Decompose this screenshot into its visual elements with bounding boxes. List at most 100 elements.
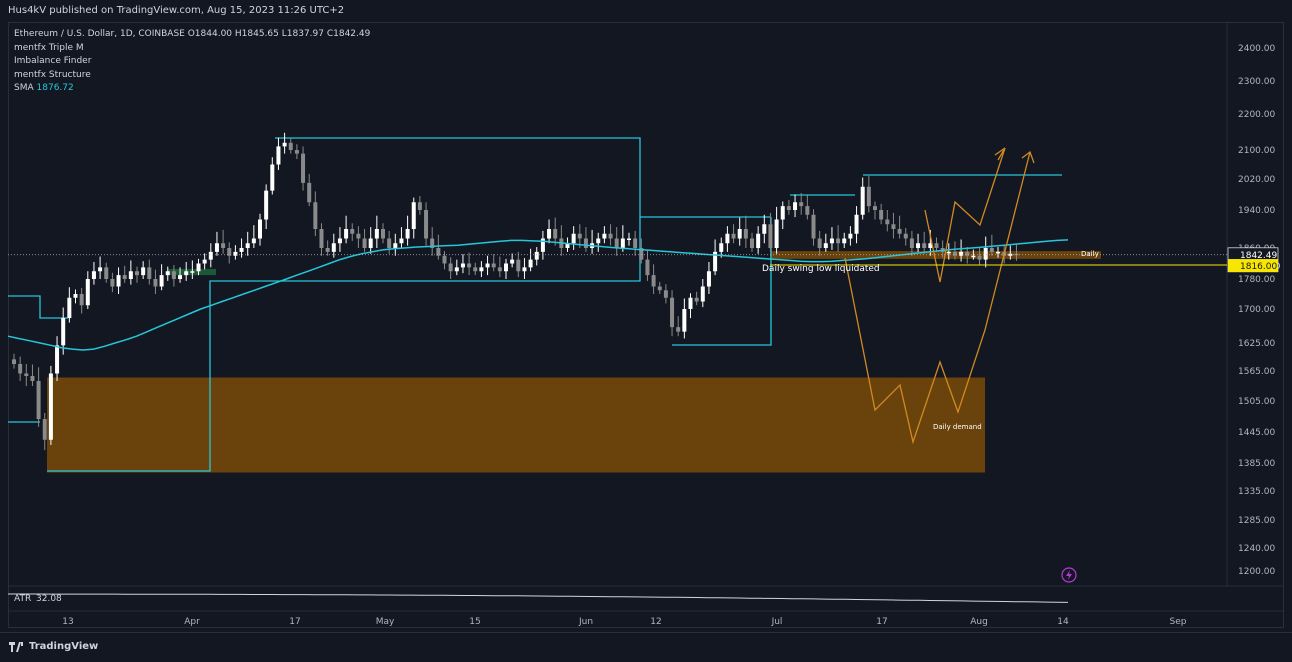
candle: [750, 232, 754, 252]
candle-body: [682, 309, 687, 332]
candle: [903, 228, 908, 246]
candle: [485, 255, 490, 276]
candle-body: [848, 233, 853, 239]
candle-body: [454, 267, 459, 272]
candle-body: [608, 233, 613, 239]
candle-body: [30, 376, 35, 381]
candle-body: [325, 248, 330, 252]
candle-body: [61, 318, 66, 346]
candle: [110, 272, 115, 293]
candle-body: [694, 297, 699, 302]
candle-body: [153, 279, 158, 287]
candle: [233, 245, 238, 260]
ohlc-h: H1845.65: [232, 29, 279, 39]
indicator-0[interactable]: mentfx Triple M: [14, 42, 84, 53]
x-tick-label: Jul: [771, 617, 783, 627]
projection-arrow-b: [1021, 150, 1035, 164]
candle: [159, 264, 164, 291]
candle-body: [460, 263, 465, 268]
candle-body: [713, 251, 718, 272]
candle: [873, 201, 877, 220]
time-axis: 13 Apr 17 May 15 Jun 12 Jul 17 Aug 14 Sep: [8, 610, 1284, 627]
indicator-2[interactable]: mentfx Structure: [14, 69, 91, 80]
candle: [811, 209, 816, 246]
candle: [639, 238, 644, 264]
candle: [737, 217, 742, 246]
candle-body: [504, 263, 508, 272]
candle-body: [983, 248, 988, 260]
candle-body: [873, 206, 877, 210]
candle-body: [473, 267, 478, 272]
lightning-icon: [1061, 567, 1077, 583]
candle: [178, 267, 183, 283]
candle: [153, 269, 158, 294]
candle: [965, 247, 970, 264]
candle-body: [467, 263, 472, 268]
candle: [645, 250, 650, 281]
candle: [313, 191, 318, 237]
candle-body: [522, 267, 527, 272]
candle: [42, 412, 47, 451]
candle: [393, 233, 398, 256]
y-tick-label: 1700.00: [1238, 305, 1275, 315]
candle: [829, 227, 834, 250]
candle: [448, 257, 453, 279]
candle-body: [405, 229, 410, 239]
candle-body: [128, 271, 133, 279]
x-tick-label: Sep: [1170, 617, 1187, 627]
candle-body: [301, 153, 306, 183]
ohlc-o: O1844.00: [187, 29, 233, 39]
candle: [946, 243, 951, 260]
candle: [12, 353, 16, 369]
candle: [694, 291, 699, 306]
candle: [417, 196, 422, 215]
candle-body: [817, 238, 822, 248]
candle-body: [442, 255, 447, 264]
candle-body: [866, 186, 871, 207]
candle-body: [565, 243, 570, 248]
candle-body: [596, 238, 601, 244]
y-tick-label: 2100.00: [1238, 146, 1275, 156]
candle-body: [793, 202, 798, 210]
candle-body: [42, 419, 47, 440]
sma-value: 1876.72: [36, 83, 74, 93]
candle: [91, 261, 96, 285]
candle-body: [516, 259, 521, 272]
y-tick-label: 1285.00: [1238, 516, 1275, 526]
candle: [116, 267, 121, 294]
tradingview-brand[interactable]: TradingView: [9, 641, 98, 652]
candle: [885, 210, 890, 232]
candle: [331, 233, 336, 258]
candle: [337, 227, 342, 252]
structure-left: [8, 295, 68, 319]
candle: [540, 230, 545, 260]
candle: [270, 157, 275, 195]
candle-body: [387, 238, 392, 248]
candle: [528, 248, 533, 272]
candle: [98, 256, 103, 279]
candle-body: [368, 238, 373, 248]
candle: [135, 266, 139, 283]
candle: [768, 212, 773, 252]
publish-header: Hus4kV published on TradingView.com, Aug…: [0, 0, 1292, 22]
candle-body: [245, 243, 250, 248]
candle: [952, 241, 957, 260]
candle-body: [381, 229, 385, 239]
price-chart[interactable]: 2400.00 2300.00 2200.00 2100.00 2020.00 1940.…: [0, 0, 1292, 632]
brand-name: TradingView: [29, 641, 99, 652]
indicator-1[interactable]: Imbalance Finder: [14, 56, 92, 66]
candle: [897, 215, 902, 239]
candle: [85, 271, 90, 309]
symbol-line: Ethereum / U.S. Dollar, 1D, COINBASE O18…: [14, 28, 370, 42]
candle: [411, 197, 416, 239]
candle: [608, 224, 613, 246]
y-tick-label: 1940.00: [1238, 206, 1275, 216]
candle: [565, 237, 570, 252]
candle: [633, 230, 638, 256]
candle: [547, 219, 552, 244]
candle: [473, 262, 478, 276]
x-tick-label: 15: [469, 617, 480, 627]
candle: [147, 259, 152, 285]
candle: [934, 237, 939, 252]
